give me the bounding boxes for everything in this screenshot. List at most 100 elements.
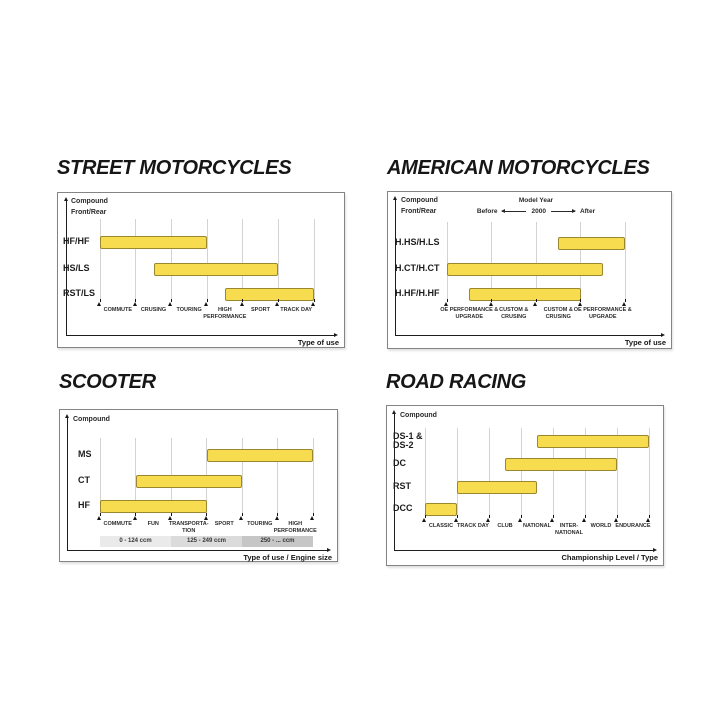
category-label: OE PERFORMANCE & UPGRADE [439,307,499,320]
category-label-line: COMMUTE [103,521,132,527]
grid-line [616,428,618,518]
category-label-line: PERFORMANCE [203,313,247,320]
compound-bar [100,235,207,249]
category-label-line: TRACK DAY [457,523,489,529]
grid-line [277,219,279,302]
row-label: RST/LS [63,289,95,299]
model-year-after: After [579,208,596,215]
page-title: ROAD RACING [386,371,527,393]
category-label-line: TOURING [176,307,202,313]
category-label-line: NATIONAL [522,523,551,529]
model-year-year: 2000 [531,208,546,215]
row-label: HS/LS [63,264,90,274]
front-rear-label: Front/Rear [71,209,107,216]
category-label: ENDURANCE [603,523,663,530]
category-label-line: SPORT [251,307,270,313]
grid-line [99,219,101,302]
category-label-line: UPGRADE [455,313,483,320]
tick-icon [518,515,525,522]
chart-panel: Compound DS-1 & DS-2 DC RST DCC CLASSIC TRACK D… [386,405,664,566]
category-label: COMMUTE [88,307,148,314]
category-label: CUSTOM & CRUSING [528,307,588,320]
row-label: HF [78,501,90,511]
category-label-line: TOURING [247,521,273,527]
section-american-motorcycles: AMERICAN MOTORCYCLES Compound Front/Rear M… [387,157,672,349]
compound-bar [153,262,279,276]
category-label-line: WORLD [590,523,612,529]
row-label-line: DC [393,458,406,469]
x-axis-line [66,333,338,337]
tick-icon [310,513,317,520]
grid-line [535,222,537,302]
grid-line [491,222,492,302]
category-label-line: CLUB [497,523,513,529]
category-label-line: CUSTOM & [543,307,573,313]
tick-icon [239,299,246,306]
compound-bar [425,502,457,516]
category-label-line: UPGRADE [588,313,617,320]
grid-line [520,428,522,518]
category-label: INTER- NATIONAL [539,523,599,536]
engine-band: 250 - ... ccm [242,536,313,547]
chart-panel: Compound Front/Rear Model Year Before 2000 Af… [387,191,672,349]
compound-bar [505,457,617,471]
x-axis-label: Type of use [624,338,666,347]
row-label-line: RST/LS [63,288,96,299]
category-label: NATIONAL [507,523,567,530]
x-axis-line [395,333,665,337]
engine-band: 125 - 249 ccm [171,536,242,547]
tick-icon [132,513,139,520]
compound-label: Compound [71,198,108,205]
category-label-line: PERFORMANCE [273,527,317,534]
grid-line [488,428,490,518]
row-label: CT [78,476,90,486]
category-label-line: CUSTOM & [499,307,529,313]
row-label: DCC [393,504,413,514]
row-label-line: HF [78,500,90,511]
tick-icon [614,515,621,522]
row-label-line: HF/HF [63,236,90,247]
grid-line [206,219,208,302]
category-label: HIGH PERFORMANCE [265,521,325,534]
tick-icon [486,515,493,522]
compound-label: Compound [73,416,110,423]
row-label-line: MS [78,449,92,460]
category-label-line: OE PERFORMANCE & [573,307,632,313]
grid-line [648,428,650,518]
compound-bar [447,262,603,276]
compound-bar [135,474,242,488]
x-axis-label: Type of use / Engine size [243,553,332,562]
category-label-line: ENDURANCE [615,523,651,529]
category-label-line: CLASSIC [428,523,454,529]
tick-icon [168,513,175,520]
tick-icon [454,515,461,522]
section-street-motorcycles: STREET MOTORCYCLES Compound Front/Rear HF/… [57,157,345,348]
category-label: CLASSIC [411,523,471,530]
model-year-before: Before [476,208,498,215]
x-axis-line [394,548,657,552]
row-label: H.CT/H.CT [395,264,440,274]
tick-icon [533,299,540,306]
arrow-right-icon [550,208,576,213]
tick-icon [488,299,495,306]
category-label-line: COMMUTE [103,307,133,313]
tick-icon [168,299,175,306]
grid-line [135,219,137,302]
y-axis-line [65,414,69,550]
category-label-line: TION [182,527,196,534]
category-label: WORLD [571,523,631,530]
category-label-line: CRUSING [545,313,571,320]
chart-panel: Compound Front/Rear HF/HF HS/LS RST/LS COMMUT… [57,192,345,348]
x-axis-line [67,548,331,552]
compound-bar [206,448,313,462]
tick-icon [444,299,451,306]
category-label-line: CRUSING [140,307,167,313]
tick-icon [550,515,557,522]
grid-line [424,428,426,518]
model-year-scale: Before 2000 After [446,208,626,215]
tick-icon [582,515,589,522]
page-title: STREET MOTORCYCLES [57,157,292,179]
category-label: CUSTOM & CRUSING [484,307,544,320]
row-label-line: H.HS/H.LS [395,237,440,248]
row-label: H.HS/H.LS [395,238,440,248]
